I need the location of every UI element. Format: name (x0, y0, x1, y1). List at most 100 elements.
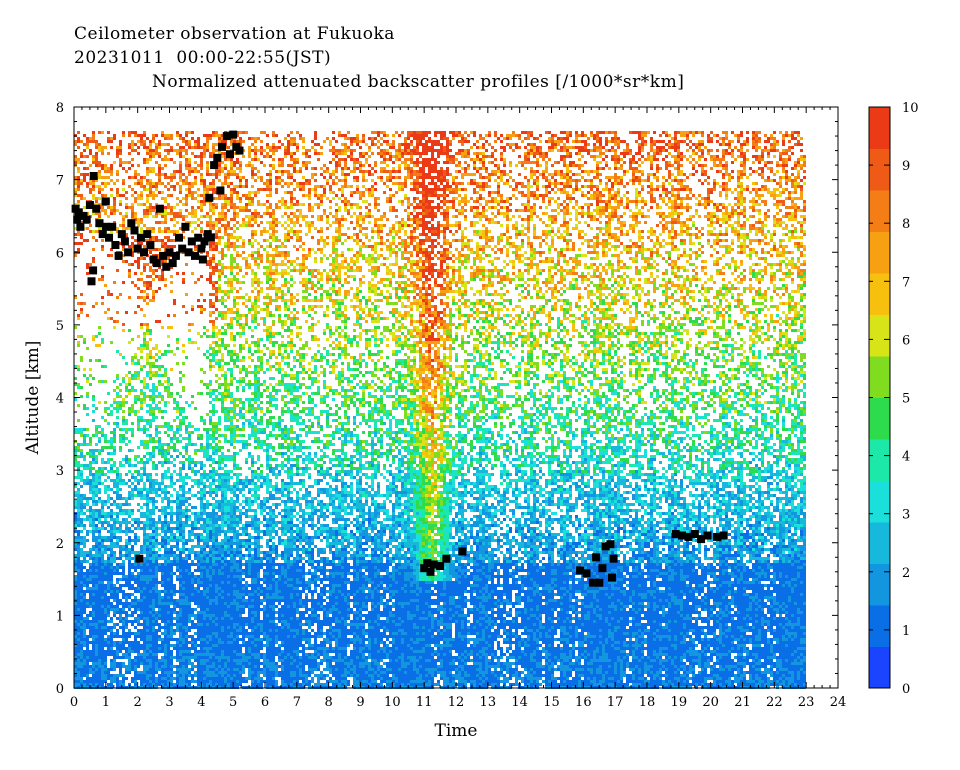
heatmap-cell (299, 203, 302, 206)
heatmap-cell (611, 149, 614, 152)
heatmap-cell (431, 140, 434, 143)
heatmap-cell (287, 170, 290, 173)
heatmap-cell (236, 176, 239, 179)
heatmap-cell (323, 188, 326, 191)
heatmap-cell (392, 155, 395, 158)
heatmap-cell (416, 251, 419, 254)
heatmap-cell (506, 206, 509, 209)
heatmap-cell (386, 164, 389, 167)
heatmap-cell (86, 227, 89, 230)
heatmap-cell (575, 215, 578, 218)
heatmap-cell (473, 182, 476, 185)
heatmap-cell (365, 179, 368, 182)
heatmap-cell (599, 179, 602, 182)
heatmap-cell (386, 185, 389, 188)
heatmap-cell (224, 197, 227, 200)
heatmap-cell (323, 164, 326, 167)
heatmap-cell (617, 140, 620, 143)
heatmap-cell (725, 173, 728, 176)
heatmap-cell (443, 251, 446, 254)
heatmap-cell (542, 194, 545, 197)
heatmap-cell (320, 146, 323, 149)
heatmap-cell (239, 206, 242, 209)
heatmap-cell (653, 149, 656, 152)
heatmap-cell (527, 185, 530, 188)
heatmap-cell (641, 206, 644, 209)
heatmap-cell (398, 248, 401, 251)
heatmap-cell (164, 236, 167, 239)
heatmap-cell (254, 167, 257, 170)
heatmap-cell (641, 155, 644, 158)
heatmap-cell (422, 230, 425, 233)
heatmap-cell (605, 239, 608, 242)
heatmap-cell (194, 146, 197, 149)
heatmap-cell (650, 188, 653, 191)
heatmap-cell (671, 173, 674, 176)
heatmap-cell (140, 134, 143, 137)
heatmap-cell (422, 167, 425, 170)
heatmap-cell (791, 137, 794, 140)
heatmap-cell (281, 185, 284, 188)
heatmap-cell (539, 164, 542, 167)
heatmap-cell (434, 233, 437, 236)
heatmap-cell (398, 167, 401, 170)
heatmap-cell (284, 137, 287, 140)
heatmap-cell (299, 170, 302, 173)
heatmap-cell (269, 254, 272, 257)
heatmap-cell (776, 212, 779, 215)
heatmap-cell (263, 203, 266, 206)
heatmap-cell (533, 230, 536, 233)
heatmap-cell (485, 140, 488, 143)
heatmap-cell (581, 140, 584, 143)
heatmap-cell (95, 158, 98, 161)
heatmap-cell (641, 185, 644, 188)
heatmap-cell (536, 182, 539, 185)
heatmap-cell (206, 146, 209, 149)
heatmap-cell (290, 140, 293, 143)
heatmap-cell (539, 173, 542, 176)
heatmap-cell (239, 143, 242, 146)
heatmap-cell (596, 164, 599, 167)
heatmap-cell (569, 152, 572, 155)
heatmap-cell (278, 176, 281, 179)
heatmap-cell (671, 191, 674, 194)
heatmap-cell (623, 161, 626, 164)
heatmap-cell (548, 203, 551, 206)
heatmap-cell (632, 215, 635, 218)
heatmap-cell (473, 251, 476, 254)
heatmap-cell (401, 185, 404, 188)
heatmap-cell (527, 203, 530, 206)
heatmap-cell (356, 140, 359, 143)
heatmap-cell (773, 173, 776, 176)
heatmap-cell (764, 218, 767, 221)
heatmap-cell (200, 227, 203, 230)
heatmap-cell (782, 203, 785, 206)
heatmap-cell (716, 203, 719, 206)
heatmap-cell (284, 236, 287, 239)
heatmap-cell (227, 209, 230, 212)
heatmap-cell (122, 227, 125, 230)
heatmap-cell (386, 233, 389, 236)
heatmap-cell (656, 251, 659, 254)
heatmap-cell (779, 245, 782, 248)
heatmap-cell (290, 158, 293, 161)
heatmap-cell (665, 203, 668, 206)
heatmap-cell (641, 134, 644, 137)
heatmap-cell (398, 143, 401, 146)
heatmap-cell (368, 254, 371, 257)
heatmap-cell (524, 233, 527, 236)
heatmap-cell (443, 200, 446, 203)
heatmap-cell (785, 251, 788, 254)
heatmap-cell (368, 188, 371, 191)
heatmap-cell (413, 218, 416, 221)
heatmap-cell (350, 158, 353, 161)
heatmap-cell (647, 152, 650, 155)
heatmap-cell (254, 212, 257, 215)
heatmap-cell (344, 137, 347, 140)
heatmap-cell (380, 167, 383, 170)
heatmap-cell (101, 206, 104, 209)
heatmap-cell (203, 197, 206, 200)
heatmap-cell (251, 158, 254, 161)
heatmap-cell (524, 155, 527, 158)
heatmap-cell (83, 161, 86, 164)
